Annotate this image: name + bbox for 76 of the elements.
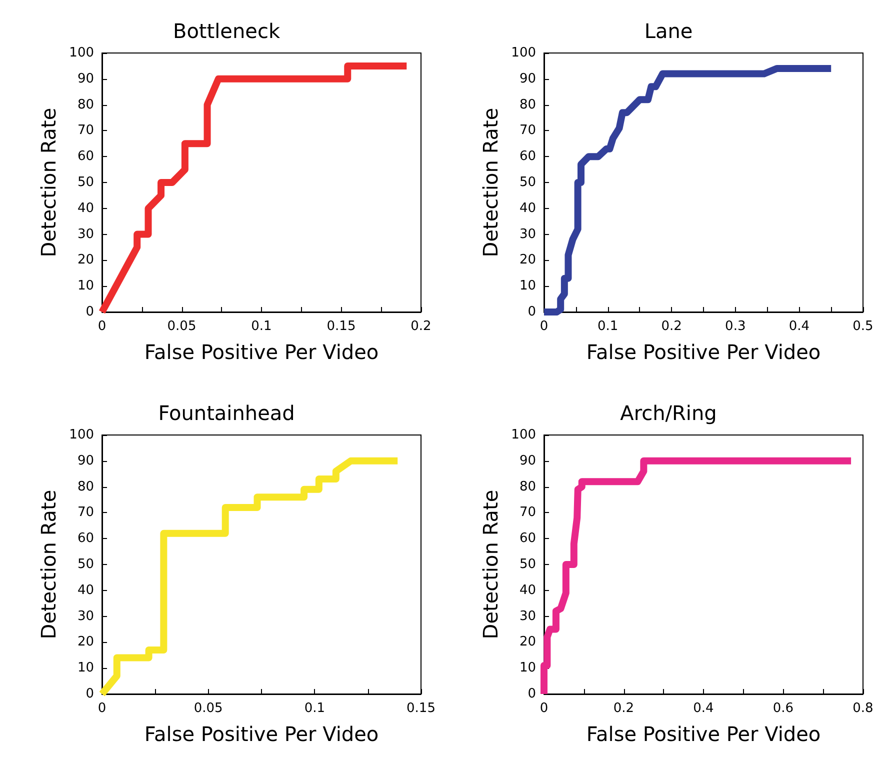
x-tick-label: 0.4 [788, 319, 810, 334]
chart-title: Lane [644, 19, 693, 43]
x-axis-title: False Positive Per Video [144, 722, 379, 746]
y-tick-label: 20 [77, 252, 94, 268]
y-tick-label: 50 [519, 175, 536, 190]
x-tick-label: 0.5 [852, 319, 874, 334]
x-tick-label: 0 [540, 319, 548, 334]
x-tick-label: 0.3 [725, 319, 746, 334]
y-tick-label: 70 [77, 505, 94, 520]
y-tick-label: 40 [519, 582, 536, 598]
y-tick-label: 100 [69, 46, 94, 60]
y-tick-label: 100 [69, 428, 94, 442]
y-tick-label: 90 [519, 453, 536, 468]
x-tick-label: 0.1 [597, 319, 618, 334]
x-tick-label: 0.15 [406, 701, 436, 716]
chart-title: Bottleneck [172, 19, 280, 43]
y-tick-label: 90 [77, 71, 94, 86]
chart-title: Arch/Ring [620, 401, 717, 425]
y-tick-label: 0 [528, 304, 536, 320]
y-tick-label: 70 [519, 123, 536, 138]
x-tick-label: 0 [98, 319, 106, 334]
y-tick-label: 20 [519, 252, 536, 268]
y-tick-label: 0 [86, 686, 94, 702]
x-tick-label: 0 [540, 701, 548, 716]
y-tick-label: 90 [77, 453, 94, 468]
y-tick-label: 60 [77, 531, 94, 546]
x-tick-label: 0.2 [613, 701, 634, 716]
x-tick-label: 0.8 [852, 701, 874, 716]
y-axis-title: Detection Rate [478, 490, 502, 640]
y-tick-label: 10 [77, 278, 94, 294]
x-tick-label: 0.6 [772, 701, 794, 716]
y-axis-title: Detection Rate [36, 108, 60, 258]
y-tick-label: 60 [77, 149, 94, 164]
y-tick-label: 50 [77, 175, 94, 190]
x-tick-label: 0.05 [194, 701, 223, 716]
y-axis-title: Detection Rate [36, 490, 60, 640]
y-tick-label: 0 [528, 686, 536, 702]
y-tick-label: 100 [511, 428, 536, 442]
y-tick-label: 50 [77, 557, 94, 572]
y-tick-label: 60 [519, 531, 536, 546]
y-tick-label: 80 [77, 97, 94, 112]
y-tick-label: 40 [519, 200, 536, 216]
y-tick-label: 90 [519, 71, 536, 86]
y-tick-label: 30 [77, 226, 94, 242]
y-tick-label: 20 [77, 634, 94, 650]
y-tick-label: 30 [77, 608, 94, 624]
x-axis-title: False Positive Per Video [586, 722, 821, 746]
y-tick-label: 10 [519, 660, 536, 676]
y-tick-label: 70 [77, 123, 94, 138]
y-tick-label: 70 [519, 505, 536, 520]
x-tick-label: 0.05 [167, 319, 196, 334]
x-tick-label: 0.2 [661, 319, 682, 334]
y-tick-label: 10 [519, 278, 536, 294]
x-tick-label: 0 [98, 701, 106, 716]
x-axis-title: False Positive Per Video [144, 340, 379, 364]
y-tick-label: 80 [519, 479, 536, 494]
x-tick-label: 0.1 [251, 319, 272, 334]
y-tick-label: 0 [86, 304, 94, 320]
y-axis-title: Detection Rate [478, 108, 502, 258]
x-tick-label: 0.1 [304, 701, 326, 716]
y-tick-label: 100 [511, 46, 536, 60]
y-tick-label: 20 [519, 634, 536, 650]
y-tick-label: 60 [519, 149, 536, 164]
y-tick-label: 40 [77, 200, 94, 216]
y-tick-label: 30 [519, 608, 536, 624]
x-tick-label: 0.4 [693, 701, 714, 716]
chart-title: Fountainhead [158, 401, 295, 425]
y-tick-label: 30 [519, 226, 536, 242]
y-tick-label: 50 [519, 557, 536, 572]
y-tick-label: 40 [77, 582, 94, 598]
x-axis-title: False Positive Per Video [586, 340, 821, 364]
y-tick-label: 80 [519, 97, 536, 112]
x-tick-label: 0.2 [410, 319, 432, 334]
y-tick-label: 80 [77, 479, 94, 494]
x-tick-label: 0.15 [326, 319, 356, 334]
y-tick-label: 10 [77, 660, 94, 676]
